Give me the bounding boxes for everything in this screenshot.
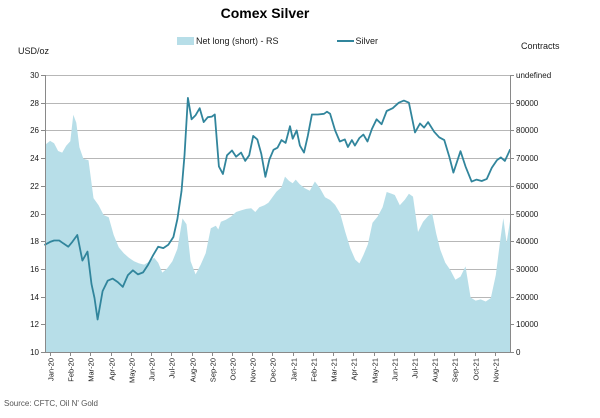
x-axis-tick-label: Dec-20 <box>269 358 278 382</box>
x-axis-tick-label: Sep-20 <box>209 358 218 382</box>
left-axis-tick-label: 16 <box>30 265 39 274</box>
x-axis-tick-label: Oct-21 <box>472 358 481 381</box>
right-axis-tick-label: 40000 <box>516 237 539 246</box>
right-axis-tick-label: 70000 <box>516 154 539 163</box>
left-axis-unit-label: USD/oz <box>18 46 50 56</box>
right-axis-tick-label: 50000 <box>516 210 539 219</box>
net-long-area-series <box>45 114 510 352</box>
x-axis-tick-label: May-21 <box>371 358 380 383</box>
right-axis-tick-label: 80000 <box>516 126 539 135</box>
x-axis-tick-label: Jun-20 <box>148 358 157 381</box>
x-axis-tick-label: Jun-21 <box>391 358 400 381</box>
x-axis-tick-label: May-20 <box>128 358 137 383</box>
left-axis-tick-label: 18 <box>30 237 39 246</box>
x-axis-tick-label: Feb-21 <box>310 358 319 382</box>
legend: Net long (short) - RS Silver <box>45 36 510 46</box>
x-axis-tick-label: Aug-21 <box>431 358 440 382</box>
left-axis-tick-label: 26 <box>30 126 39 135</box>
x-axis-tick-label: Oct-20 <box>229 358 238 381</box>
legend-item-silver: Silver <box>336 36 379 46</box>
right-axis-tick-label: 10000 <box>516 320 539 329</box>
x-axis-tick-label: Jan-20 <box>47 358 56 381</box>
x-axis-tick-label: Nov-21 <box>492 358 501 382</box>
right-axis-tick-label: 30000 <box>516 265 539 274</box>
x-axis-tick-label: Jul-21 <box>411 358 420 378</box>
legend-item-net-long: Net long (short) - RS <box>176 36 279 46</box>
left-axis-tick-label: 14 <box>30 293 39 302</box>
x-axis-tick-label: Nov-20 <box>249 358 258 382</box>
right-axis-unit-label: Contracts <box>521 41 560 51</box>
right-axis-tick-label: undefined <box>516 71 551 80</box>
left-axis-tick-label: 24 <box>30 154 39 163</box>
x-axis-tick-label: Feb-20 <box>67 358 76 382</box>
chart-title: Comex Silver <box>220 5 310 21</box>
x-axis-tick-label: Mar-20 <box>87 358 96 382</box>
x-axis-tick-label: Jul-20 <box>168 358 177 378</box>
left-axis-tick-label: 10 <box>30 348 39 357</box>
right-axis-tick-label: 20000 <box>516 293 539 302</box>
legend-label-silver: Silver <box>355 36 379 46</box>
right-axis-tick-label: 90000 <box>516 99 539 108</box>
line-swatch-icon <box>336 40 354 42</box>
x-axis-tick-label: Apr-21 <box>350 358 359 381</box>
legend-label-net-long: Net long (short) - RS <box>195 36 279 46</box>
x-axis-tick-label: Sep-21 <box>451 358 460 382</box>
x-axis-tick-label: Aug-20 <box>189 358 198 382</box>
left-axis-tick-label: 20 <box>30 210 39 219</box>
source-note: Source: CFTC, Oil N' Gold <box>4 399 98 408</box>
x-axis-tick-label: Mar-21 <box>330 358 339 382</box>
right-axis-tick-label: 60000 <box>516 182 539 191</box>
left-axis-tick-label: 12 <box>30 320 39 329</box>
right-axis-tick-label: 0 <box>516 348 521 357</box>
x-axis-tick-label: Jan-21 <box>290 358 299 381</box>
silver-line-series <box>44 97 511 321</box>
left-axis-tick-label: 28 <box>30 99 39 108</box>
area-swatch-icon <box>176 37 194 45</box>
left-axis-tick-label: 22 <box>30 182 39 191</box>
x-axis-tick-label: Apr-20 <box>108 358 117 381</box>
left-axis-tick-label: 30 <box>30 71 39 80</box>
